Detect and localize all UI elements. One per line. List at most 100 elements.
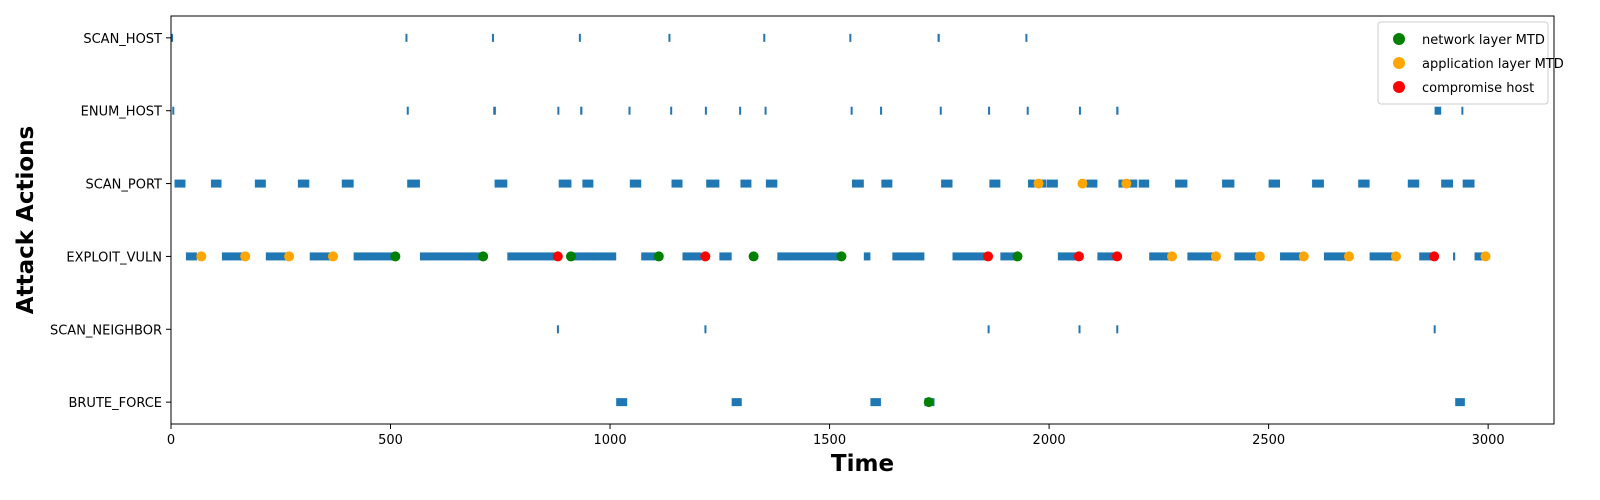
- event-marker-1: [240, 251, 251, 262]
- action-interval-bar: [580, 106, 583, 115]
- action-interval-bar: [556, 325, 559, 334]
- x-tick-label: 1000: [594, 433, 627, 448]
- action-interval-bar: [353, 252, 395, 261]
- event-marker-0: [653, 251, 664, 262]
- action-interval-bar: [628, 106, 631, 115]
- action-interval-bar: [254, 179, 266, 188]
- action-interval-bar: [850, 106, 853, 115]
- action-interval-bar: [1280, 252, 1305, 261]
- action-interval-bar: [1028, 179, 1035, 188]
- action-interval-bar: [582, 179, 594, 188]
- action-interval-bar: [1116, 106, 1119, 115]
- event-marker-2: [1429, 251, 1440, 262]
- legend-label: application layer MTD: [1422, 57, 1564, 72]
- event-marker-0: [478, 251, 489, 262]
- action-interval-bar: [863, 252, 871, 261]
- event-marker-1: [1121, 178, 1132, 189]
- action-interval-bar: [1078, 106, 1081, 115]
- action-interval-bar: [706, 179, 720, 188]
- action-interval-bar: [739, 106, 742, 115]
- chart-event-markers: [196, 178, 1491, 408]
- y-tick-label: EXPLOIT_VULN: [66, 250, 162, 265]
- action-interval-bar: [558, 179, 572, 188]
- event-marker-2: [1112, 251, 1123, 262]
- action-interval-bar: [557, 106, 560, 115]
- y-tick-label: ENUM_HOST: [81, 105, 162, 120]
- action-interval-bar: [341, 179, 354, 188]
- action-interval-bar: [407, 179, 420, 188]
- action-interval-bar: [1369, 252, 1396, 261]
- action-interval-bar: [740, 179, 752, 188]
- action-interval-bar: [870, 398, 881, 407]
- action-interval-bar: [309, 252, 333, 261]
- action-interval-bar: [405, 33, 408, 42]
- y-tick-label: SCAN_HOST: [83, 32, 162, 47]
- action-interval-bar: [988, 106, 991, 115]
- action-interval-bar: [731, 398, 742, 407]
- action-interval-bar: [1234, 252, 1259, 261]
- action-interval-bar: [1078, 325, 1081, 334]
- event-marker-2: [552, 251, 563, 262]
- legend-label: compromise host: [1422, 81, 1534, 96]
- action-interval-bar: [210, 179, 222, 188]
- chart-axes: 0 500 1000 1500 2000 2500 3000 SCAN_HOST ENUM_HO…: [50, 32, 1505, 448]
- event-marker-1: [1254, 251, 1265, 262]
- event-marker-1: [196, 251, 207, 262]
- event-marker-1: [328, 251, 339, 262]
- action-interval-bar: [892, 252, 925, 261]
- action-interval-bar: [1358, 179, 1370, 188]
- action-interval-bar: [1000, 252, 1017, 261]
- action-interval-bar: [1323, 252, 1347, 261]
- action-interval-bar: [671, 179, 683, 188]
- event-marker-1: [1298, 251, 1309, 262]
- action-interval-bar: [1312, 179, 1324, 188]
- action-interval-bar: [1086, 179, 1098, 188]
- action-interval-bar: [1097, 252, 1115, 261]
- chart-marks: [171, 33, 1484, 407]
- event-marker-0: [923, 397, 934, 408]
- action-interval-bar: [1138, 179, 1150, 188]
- action-interval-bar: [1187, 252, 1216, 261]
- action-interval-bar: [174, 179, 186, 188]
- action-interval-bar: [507, 252, 558, 261]
- action-interval-bar: [578, 33, 581, 42]
- action-interval-bar: [1453, 252, 1456, 261]
- y-tick-label: SCAN_PORT: [85, 178, 162, 193]
- action-interval-bar: [1116, 325, 1119, 334]
- action-interval-bar: [297, 179, 310, 188]
- action-interval-bar: [1149, 252, 1173, 261]
- action-interval-bar: [1455, 398, 1465, 407]
- event-marker-0: [836, 251, 847, 262]
- action-interval-bar: [1461, 106, 1464, 115]
- event-marker-0: [1012, 251, 1023, 262]
- y-tick-label: SCAN_NEIGHBOR: [50, 323, 162, 338]
- x-tick-label: 500: [378, 433, 403, 448]
- action-interval-bar: [572, 252, 595, 261]
- action-interval-bar: [939, 106, 942, 115]
- action-interval-bar: [1474, 252, 1484, 261]
- x-axis-title: Time: [831, 451, 894, 477]
- x-tick-label: 0: [167, 433, 175, 448]
- action-interval-bar: [704, 325, 707, 334]
- action-interval-bar: [682, 252, 702, 261]
- action-interval-bar: [265, 252, 289, 261]
- action-interval-bar: [1407, 179, 1420, 188]
- action-interval-bar: [668, 33, 671, 42]
- y-tick-label: BRUTE_FORCE: [68, 396, 162, 411]
- action-interval-bar: [1433, 325, 1436, 334]
- action-interval-bar: [1126, 179, 1138, 188]
- action-interval-bar: [1057, 252, 1079, 261]
- event-marker-2: [1073, 251, 1084, 262]
- event-marker-1: [1033, 178, 1044, 189]
- x-tick-label: 3000: [1472, 433, 1505, 448]
- action-interval-bar: [406, 106, 409, 115]
- event-marker-2: [983, 251, 994, 262]
- action-interval-bar: [593, 252, 617, 261]
- event-marker-1: [284, 251, 295, 262]
- action-interval-bar: [419, 252, 483, 261]
- action-interval-bar: [185, 252, 197, 261]
- action-interval-bar: [777, 252, 841, 261]
- action-interval-bar: [1026, 106, 1029, 115]
- action-interval-bar: [1175, 179, 1188, 188]
